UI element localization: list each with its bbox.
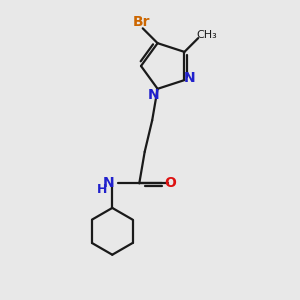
Text: O: O xyxy=(164,176,176,190)
Text: N: N xyxy=(184,71,196,85)
Text: N: N xyxy=(148,88,160,102)
Text: CH₃: CH₃ xyxy=(196,30,217,40)
Text: H: H xyxy=(97,183,107,196)
Text: N: N xyxy=(103,176,115,190)
Text: Br: Br xyxy=(133,15,150,29)
